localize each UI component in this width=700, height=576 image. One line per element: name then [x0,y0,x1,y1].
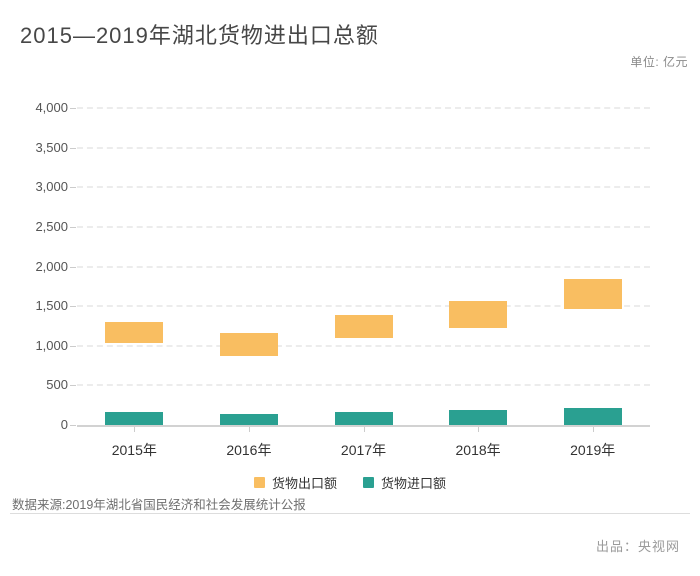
x-axis-tick [248,427,250,432]
legend-item: 货物出口额 [253,473,337,492]
x-axis-label: 2015年 [111,442,157,458]
legend-label: 货物出口额 [271,476,337,491]
y-axis-tick [70,425,76,426]
y-axis-tick [70,266,76,268]
export-bar [105,321,164,344]
y-axis-label: 1,500 [35,298,68,314]
export-bar [219,333,278,356]
y-gridline [77,305,650,308]
footer-divider [10,513,690,514]
import-bar [219,414,278,425]
export-bar [449,300,508,329]
page-title: 2015—2019年湖北货物进出口总额 [20,23,379,48]
import-bar [449,410,508,425]
x-axis-tick [592,427,594,432]
y-axis-tick [70,345,76,347]
y-gridline [77,265,650,268]
y-axis-label: 3,500 [35,139,68,155]
x-axis-tick [478,427,480,432]
y-axis-tick [70,147,76,149]
y-gridline [77,384,650,387]
x-axis-label: 2019年 [570,442,616,458]
import-bar [563,407,622,425]
y-gridline [77,186,650,189]
data-source: 数据来源:2019年湖北省国民经济和社会发展统计公报 [12,498,306,512]
y-axis-tick [70,385,76,387]
y-axis-label: 2,000 [35,258,68,274]
import-bar [105,412,164,425]
legend-swatch [363,477,374,488]
x-axis-line [77,425,650,427]
producer-credit: 出品：央视网 [595,539,680,554]
y-axis-label: 2,500 [35,218,68,234]
x-axis-tick [134,427,136,432]
export-bar [563,279,622,310]
y-axis-label: 500 [46,377,68,393]
export-bar [334,314,393,339]
unit-label: 单位: 亿元 [630,55,688,69]
y-axis-tick [70,226,76,228]
y-axis-label: 0 [60,417,68,432]
legend-swatch [253,477,265,488]
y-gridline [77,225,650,228]
y-axis-label: 4,000 [35,100,68,115]
import-bar [334,411,393,425]
y-axis-label: 1,000 [35,337,68,353]
y-gridline [77,146,650,149]
x-axis-label: 2017年 [340,442,387,458]
y-axis-tick [70,306,76,308]
legend-item: 货物进口额 [363,473,446,492]
y-axis-tick [70,108,76,109]
x-axis-label: 2018年 [455,442,501,458]
x-axis-tick [363,427,365,432]
y-gridline [77,344,650,347]
y-gridline [77,107,650,109]
x-axis-label: 2016年 [226,442,272,458]
legend-label: 货物进口额 [381,476,447,491]
y-axis-label: 3,000 [35,179,68,195]
chart-legend: 货物出口额 货物进口额 [0,473,700,492]
y-axis-tick [70,187,76,189]
